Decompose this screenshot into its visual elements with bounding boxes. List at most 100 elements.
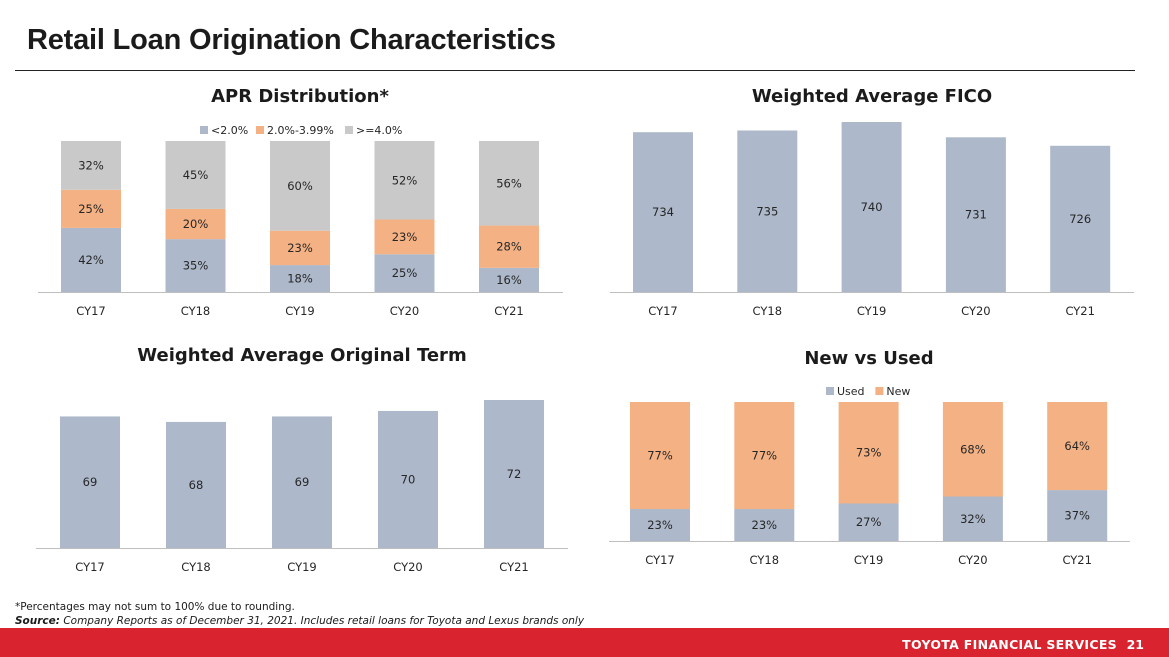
term-tick-label: CY19 [287, 560, 317, 574]
apr-data-label: 16% [496, 273, 522, 287]
newused-tick-label: CY17 [645, 553, 675, 567]
newused-data-label: 23% [647, 518, 673, 532]
newused-data-label: 73% [856, 446, 882, 460]
newused-legend-swatch [875, 387, 884, 395]
new-used-chart-title: New vs Used [804, 348, 934, 369]
fico-bar [633, 132, 693, 292]
apr-tick-label: CY18 [181, 304, 211, 318]
apr-legend-swatch [200, 126, 208, 134]
term-bar [378, 410, 438, 548]
newused-data-label: 27% [856, 515, 882, 529]
apr-data-label: 23% [287, 241, 313, 255]
term-tick-label: CY21 [499, 560, 529, 574]
newused-bar-used [630, 509, 690, 541]
apr-data-label: 18% [287, 272, 313, 286]
fico-tick-label: CY19 [857, 304, 887, 318]
term-tick-label: CY17 [75, 560, 105, 574]
fico-data-label: 734 [652, 205, 674, 219]
newused-legend-swatch [826, 387, 834, 395]
newused-bar-new [734, 402, 795, 510]
apr-distribution-chart: 42% 25% 32% CY17 35% 20% 45% CY18 18% 23% 60% CY19 2… [38, 124, 563, 318]
newused-bar-used [1047, 490, 1108, 541]
apr-bar-2-0-3-99 [479, 225, 539, 268]
fico-bar [945, 137, 1006, 292]
apr-legend-label: >=4.0% [356, 124, 402, 137]
newused-bar-new [942, 402, 1003, 497]
term-bar [166, 421, 226, 548]
apr-data-label: 45% [183, 168, 209, 182]
apr-tick-label: CY17 [76, 304, 106, 318]
apr-data-label: 32% [78, 158, 104, 172]
rounding-footnote: *Percentages may not sum to 100% due to … [15, 601, 295, 613]
fico-tick-label: CY17 [648, 304, 678, 318]
original-term-chart: 69 CY17 68 CY18 69 CY19 70 CY20 72 CY21 [36, 400, 568, 574]
apr-bar-2-0-3-99 [165, 208, 226, 240]
term-data-label: 69 [83, 475, 98, 489]
newused-legend-label: Used [837, 385, 865, 398]
fico-data-label: 726 [1069, 212, 1091, 226]
page-number: 21 [1126, 637, 1144, 652]
apr-bar-4-0 [270, 141, 330, 231]
fico-data-label: 740 [861, 200, 883, 214]
fico-data-label: 735 [756, 204, 778, 218]
apr-legend-swatch [345, 126, 353, 134]
apr-legend-label: <2.0% [211, 124, 248, 137]
term-data-label: 70 [401, 472, 416, 486]
newused-tick-label: CY18 [750, 553, 780, 567]
apr-data-label: 28% [496, 240, 522, 254]
newused-tick-label: CY21 [1062, 553, 1092, 567]
apr-bar-4-0 [61, 141, 121, 190]
fico-tick-label: CY20 [961, 304, 991, 318]
apr-bar-2-0 [165, 239, 226, 292]
newused-bar-used [734, 509, 795, 541]
newused-legend-label: New [886, 385, 910, 398]
footer-brand: TOYOTA FINANCIAL SERVICES [902, 637, 1117, 652]
apr-tick-label: CY20 [390, 304, 420, 318]
apr-chart-title: APR Distribution* [211, 86, 389, 107]
apr-tick-label: CY21 [494, 304, 524, 318]
source-label: Source: [15, 615, 60, 627]
fico-tick-label: CY21 [1065, 304, 1095, 318]
title-divider [15, 70, 1135, 71]
apr-legend-swatch [256, 126, 264, 134]
fico-data-label: 731 [965, 208, 987, 222]
newused-data-label: 64% [1064, 439, 1090, 453]
term-data-label: 69 [295, 475, 310, 489]
newused-data-label: 68% [960, 442, 986, 456]
newused-tick-label: CY20 [958, 553, 988, 567]
term-data-label: 68 [189, 478, 204, 492]
newused-bar-new [630, 402, 690, 510]
apr-bar-2-0-3-99 [270, 230, 330, 266]
apr-bar-2-0-3-99 [61, 189, 121, 228]
newused-tick-label: CY19 [854, 553, 884, 567]
fico-bar [841, 122, 902, 292]
page-title: Retail Loan Origination Characteristics [27, 24, 556, 56]
term-tick-label: CY20 [393, 560, 423, 574]
apr-bar-2-0 [61, 227, 121, 292]
term-bar [272, 416, 332, 548]
fico-bar [1050, 145, 1111, 292]
newused-bar-new [1047, 402, 1108, 491]
apr-data-label: 23% [392, 230, 418, 244]
apr-data-label: 20% [183, 217, 209, 231]
term-bar [60, 416, 120, 548]
apr-bar-4-0 [374, 141, 435, 220]
fico-chart: 734 CY17 735 CY18 740 CY19 731 CY20 726 CY21 [610, 122, 1134, 318]
apr-legend-label: 2.0%-3.99% [267, 124, 334, 137]
apr-tick-label: CY19 [285, 304, 315, 318]
apr-bar-2-0 [270, 265, 330, 292]
apr-bar-4-0 [479, 141, 539, 226]
apr-bar-2-0 [479, 267, 539, 292]
apr-data-label: 35% [183, 259, 209, 273]
newused-data-label: 77% [752, 449, 778, 463]
source-note: Source: Company Reports as of December 3… [15, 615, 584, 627]
source-text: Company Reports as of December 31, 2021.… [63, 615, 585, 627]
newused-data-label: 32% [960, 512, 986, 526]
term-data-label: 72 [507, 467, 522, 481]
apr-data-label: 25% [392, 266, 418, 280]
apr-data-label: 42% [78, 253, 104, 267]
fico-bar [737, 130, 798, 292]
new-vs-used-chart: 23% 77% CY17 23% 77% CY18 27% 73% CY19 32% 68% CY20… [609, 385, 1130, 567]
newused-data-label: 37% [1064, 509, 1090, 523]
footer-bar: TOYOTA FINANCIAL SERVICES 21 [0, 628, 1169, 657]
